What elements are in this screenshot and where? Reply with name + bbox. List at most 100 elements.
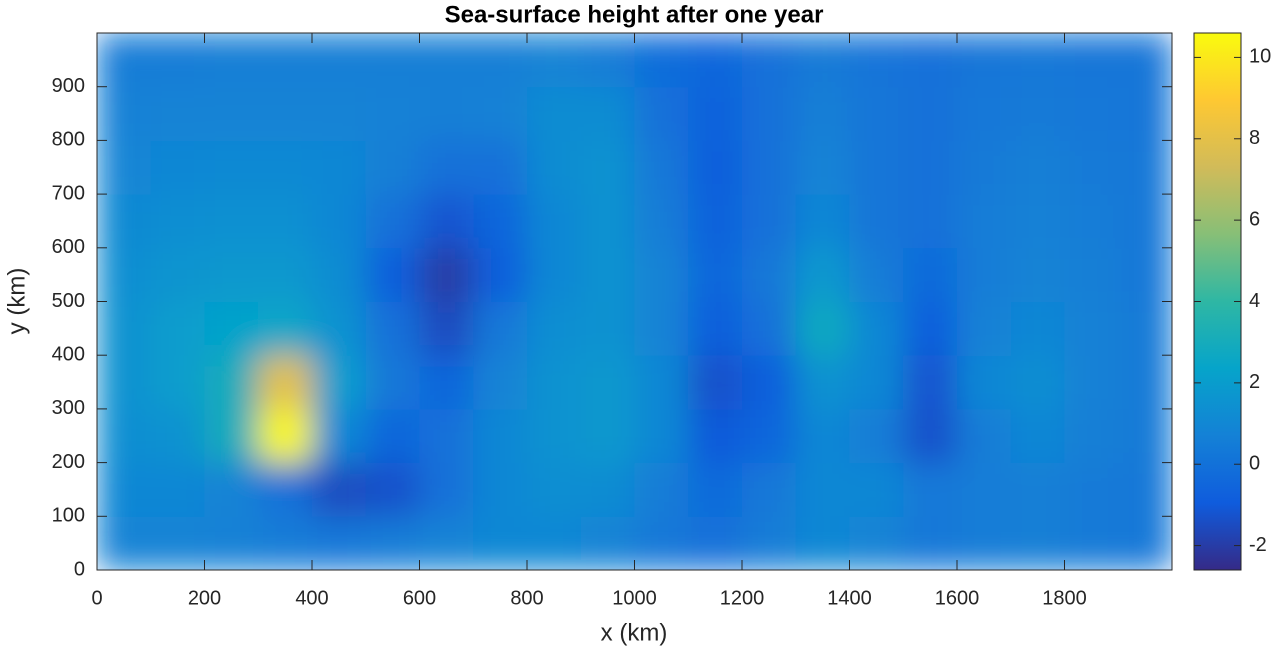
heatmap-cell [634,194,689,249]
heatmap-cell [1118,86,1172,141]
heatmap-cell [258,408,313,464]
heatmap-cell [1010,516,1065,570]
heatmap-cell [688,194,743,249]
plot-area [97,33,1172,570]
heatmap-cell [258,301,313,356]
heatmap-cell [204,462,259,517]
heatmap-cell [1064,194,1119,249]
heatmap-cell [795,355,850,410]
heatmap-cell [634,140,689,195]
heatmap-cell [903,355,958,410]
heatmap-cell [473,462,528,517]
heatmap-cell [1118,408,1172,464]
heatmap-cell [580,355,635,410]
heatmap-cell [312,355,367,410]
heatmap-cell [1064,516,1119,570]
heatmap-cell [742,462,797,517]
heatmap-cell [527,301,582,356]
heatmap-cell [365,140,420,195]
heatmap-cell [1010,140,1065,195]
colorbar-tick-label: 10 [1249,46,1271,68]
heatmap-cell [688,355,743,410]
heatmap-cell [527,462,582,517]
colorbar-tick-label: 2 [1249,371,1260,393]
heatmap-cell [957,355,1012,410]
heatmap-cell [1064,247,1119,302]
heatmap-cell [957,301,1012,356]
heatmap-cell [419,86,474,141]
heatmap-cell [1118,140,1172,195]
heatmap-cell [742,33,797,88]
heatmap-cell [957,462,1012,517]
heatmap-cell [473,140,528,195]
heatmap-cell [419,33,474,88]
heatmap-cell [688,408,743,464]
heatmap-cell [742,140,797,195]
heatmap-cell [97,301,152,356]
heatmap-cell [742,408,797,464]
heatmap-cell [473,33,528,88]
y-tick-label: 300 [52,397,85,419]
heatmap-cell [1118,247,1172,302]
heatmap-cell [1010,355,1065,410]
heatmap-cell [312,516,367,570]
heatmap-cell [258,462,313,517]
heatmap-cell [365,86,420,141]
colorbar-tick-label: 8 [1249,127,1260,149]
heatmap-cell [795,462,850,517]
heatmap-cell [903,462,958,517]
heatmap-cell [795,516,850,570]
heatmap-cell [849,86,904,141]
heatmap-cell [97,140,152,195]
heatmap-cell [150,301,205,356]
x-tick-label: 1000 [612,587,657,609]
heatmap-cell [312,194,367,249]
heatmap-cell [1010,462,1065,517]
heatmap-cell [1010,301,1065,356]
heatmap-cell [688,140,743,195]
heatmap-cell [97,194,152,249]
heatmap-cell [527,516,582,570]
heatmap-cell [688,33,743,88]
heatmap-cell [527,86,582,141]
heatmap-cell [150,355,205,410]
colorbar [1193,32,1242,571]
x-tick-label: 1400 [827,587,872,609]
heatmap-cell [473,408,528,464]
heatmap-cell [742,194,797,249]
colorbar-tick-label: -2 [1249,534,1267,556]
heatmap-cell [204,194,259,249]
heatmap-cell [473,301,528,356]
heatmap-cell [957,194,1012,249]
heatmap-cell [365,33,420,88]
y-tick-label: 200 [52,451,85,473]
heatmap-cell [312,33,367,88]
heatmap-cell [150,247,205,302]
colorbar-tick-label: 4 [1249,290,1260,312]
heatmap-cell [1010,86,1065,141]
heatmap-cell [742,301,797,356]
heatmap-cell [957,86,1012,141]
heatmap-cell [150,516,205,570]
x-tick-label: 0 [91,587,102,609]
heatmap-cell [849,140,904,195]
x-tick-label: 1200 [720,587,765,609]
heatmap-cell [204,33,259,88]
heatmap-cell [634,355,689,410]
heatmap-cell [365,462,420,517]
x-tick-label: 1600 [935,587,980,609]
heatmap-cell [365,194,420,249]
heatmap-cell [97,86,152,141]
heatmap-cell [1064,355,1119,410]
heatmap-cell [903,301,958,356]
heatmap-cell [473,247,528,302]
heatmap-cell [312,408,367,464]
heatmap-cell [527,355,582,410]
heatmap-cell [150,194,205,249]
heatmap-cell [419,408,474,464]
heatmap-cell [419,194,474,249]
x-tick-label: 1800 [1042,587,1087,609]
heatmap-cell [419,516,474,570]
y-tick-label: 400 [52,343,85,365]
heatmap-cell [312,140,367,195]
